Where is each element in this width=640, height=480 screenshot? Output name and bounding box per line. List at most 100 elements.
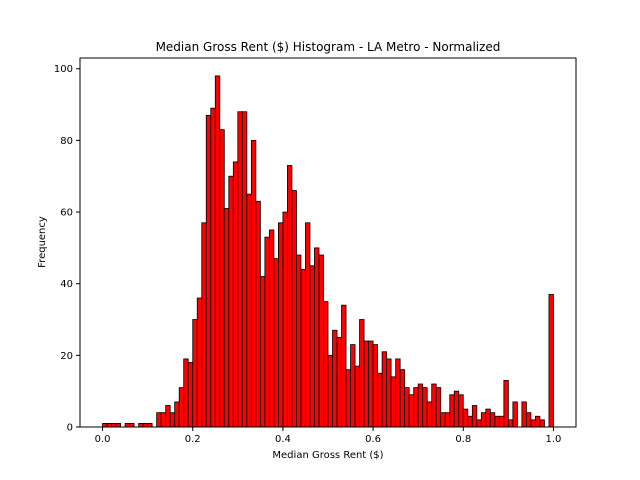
histogram-bar [435,387,442,428]
bars-group [102,75,554,428]
histogram-bar [205,114,212,428]
histogram-bar [178,387,185,428]
histogram-bar [129,423,135,428]
y-tick-label: 60 [60,208,73,219]
histogram-bar [282,211,288,428]
x-tick-label: 0.6 [365,434,381,445]
histogram-bar [305,222,311,428]
histogram-bar [471,405,478,428]
plot-frame [79,57,577,428]
histogram-bar [327,354,333,428]
histogram-bar [300,268,306,428]
histogram-bar [530,419,536,428]
histogram-bar [196,297,203,428]
histogram-bar [390,376,397,428]
y-tick-label: 80 [60,136,73,147]
histogram-bar [111,423,117,428]
histogram-bar [147,423,153,428]
histogram-bar [336,337,342,428]
histogram-bar [444,412,451,428]
histogram-bar [462,408,469,428]
histogram-bar [296,254,302,428]
histogram-bar [526,412,532,428]
histogram-bar [268,229,275,428]
histogram-bar [498,415,505,428]
histogram-bar [426,401,433,428]
histogram-bar [314,247,320,428]
histogram-bar [422,387,428,428]
histogram-bar [408,394,415,428]
histogram-bar [160,412,167,428]
histogram-bar [363,340,369,428]
histogram-bar [521,401,527,428]
histogram-bar [341,304,347,428]
histogram-bar [332,329,338,428]
chart-title: Median Gross Rent ($) Histogram - LA Met… [156,40,501,54]
y-tick-label: 0 [67,423,73,434]
histogram-bar [467,415,473,428]
histogram-bar [449,394,455,428]
histogram-bar [277,222,284,428]
x-axis-label: Median Gross Rent ($) [272,450,383,461]
histogram-bar [264,236,270,428]
histogram-bar [323,301,329,428]
x-tick-label: 0.2 [185,434,201,445]
histogram-bar [223,208,230,428]
histogram-bar [255,200,261,428]
histogram-bar [345,369,351,428]
histogram-bar [156,412,162,428]
histogram-bar [535,415,541,428]
histogram-bar [503,380,509,428]
histogram-bar [440,412,446,428]
y-axis: 0 20 40 60 80 100 [54,64,80,434]
histogram-bar [232,161,239,428]
histogram-bar [210,107,216,428]
histogram-bar [174,401,180,428]
histogram-bar [219,129,225,428]
histogram-bar [237,111,243,428]
histogram-bar [142,423,149,428]
histogram-bar [494,415,500,428]
histogram-bar [413,387,419,428]
histogram-bar [115,423,121,428]
histogram-bar [106,423,112,428]
histogram-bar [287,165,293,428]
histogram-bar [359,319,365,428]
histogram-bar [453,390,460,428]
histogram-bar [548,294,554,428]
histogram-bar [404,387,410,428]
histogram-bar [165,405,171,428]
y-axis-label: Frequency [37,216,48,268]
histogram-bar [124,423,130,428]
histogram-bar [183,358,189,428]
histogram-bar [138,423,144,428]
histogram-bar [381,351,388,428]
x-tick-label: 0.0 [95,434,111,445]
histogram-bar [485,408,491,428]
histogram-bar [350,344,356,428]
histogram-bar [458,394,464,428]
histogram-bar [214,75,221,428]
y-tick-label: 20 [60,351,73,362]
histogram-bar [192,319,198,428]
histogram-bar [228,175,234,428]
histogram-bar [377,372,383,428]
histogram-bar [386,358,392,428]
histogram-bar [318,254,324,428]
histogram-bar [399,369,406,428]
histogram-bar [246,193,252,428]
histogram-bar [201,222,207,428]
y-tick-label: 40 [60,279,73,290]
histogram-bar [102,423,108,428]
histogram-bar [480,412,487,428]
histogram-bar [368,340,374,428]
x-tick-label: 1.0 [546,434,562,445]
histogram-bar [309,265,315,428]
histogram-bar [372,344,378,428]
histogram-bar [291,190,297,428]
histogram-bar [507,419,514,428]
histogram-bar [395,358,401,428]
histogram-bar [169,412,176,428]
histogram-bar [539,419,545,428]
